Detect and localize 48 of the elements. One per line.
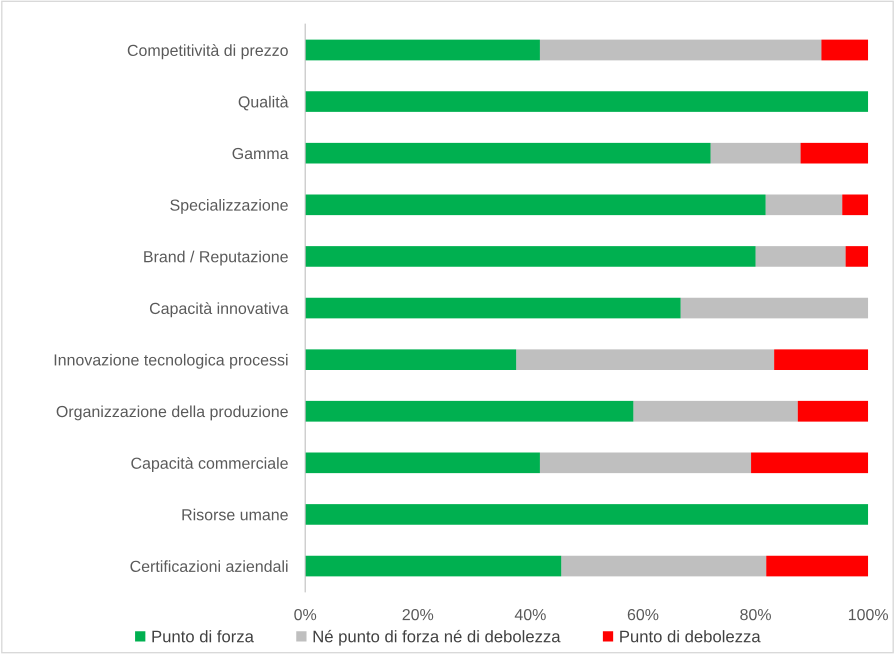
bar [800, 142, 868, 164]
bar [846, 246, 868, 267]
bar [766, 194, 842, 216]
x-tick-label: 100% [848, 608, 888, 620]
y-tick-label: Innovazione tecnologica processi [54, 354, 288, 369]
legend-label: Punto di forza [152, 630, 254, 642]
bar [305, 142, 711, 164]
bar [561, 556, 766, 576]
bar [842, 194, 868, 216]
bar [305, 556, 562, 576]
x-tick-label: 80% [740, 608, 771, 620]
bar [305, 504, 868, 525]
bar [751, 452, 868, 474]
bar [756, 246, 846, 267]
legend-label: Né punto di forza né di debolezza [314, 630, 561, 646]
y-tick-label: Competitività di prezzo [128, 44, 288, 60]
bar [766, 556, 868, 576]
bar [798, 400, 868, 422]
bar [516, 349, 774, 370]
bar [633, 400, 798, 422]
y-tick-label: Capacità innovativa [150, 302, 289, 318]
y-tick-label: Specializzazione [170, 199, 288, 214]
y-tick-label: Capacità commerciale [131, 456, 288, 472]
x-tick-label: 40% [514, 608, 546, 620]
bar [710, 142, 801, 164]
bar [540, 40, 822, 60]
bar [305, 40, 540, 60]
x-tick-label: 20% [402, 608, 434, 620]
bar [774, 349, 868, 370]
bar [305, 349, 516, 370]
y-tick-label: Qualità [238, 96, 289, 110]
bar [305, 452, 540, 474]
bar [305, 246, 756, 267]
bar [821, 40, 868, 60]
bar [305, 298, 681, 318]
y-tick-label: Risorse umane [182, 508, 288, 520]
y-tick-label: Gamma [232, 148, 289, 160]
bar [680, 298, 868, 318]
y-tick-label: Organizzazione della produzione [56, 405, 288, 420]
y-tick-label: Brand / Reputazione [144, 250, 288, 266]
legend-label: Punto di debolezza [620, 630, 761, 642]
y-tick-label: Certificazioni aziendali [130, 560, 288, 572]
bar [305, 194, 766, 216]
x-tick-label: 0% [294, 608, 316, 620]
bar [305, 400, 634, 422]
bar [540, 452, 752, 474]
x-tick-label: 60% [628, 608, 658, 620]
bar [305, 91, 868, 112]
